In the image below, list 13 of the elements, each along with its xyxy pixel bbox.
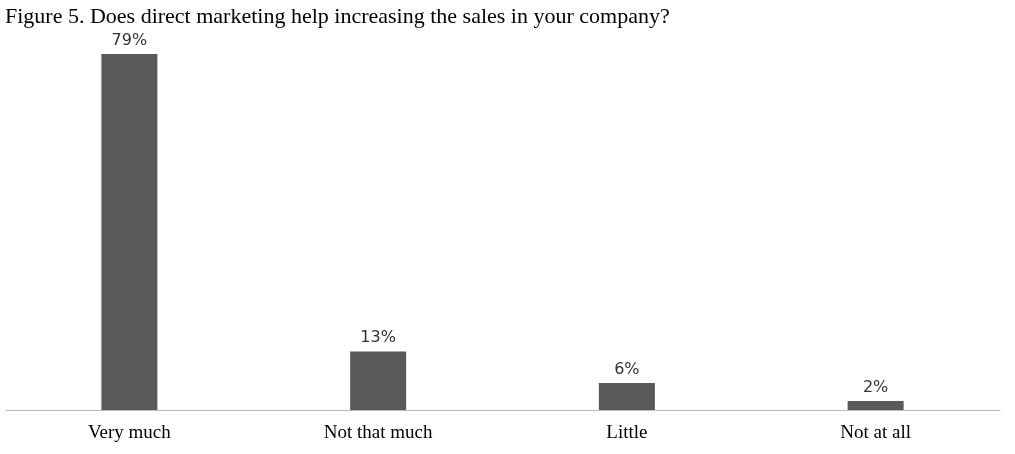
chart-title: Figure 5. Does direct marketing help increasing the sales in your company? (5, 3, 670, 28)
x-tick-label: Not that much (323, 420, 433, 442)
x-tick-label: Little (606, 420, 648, 442)
data-label: 2% (862, 376, 889, 396)
data-label: 13% (360, 327, 396, 347)
bar (350, 351, 407, 410)
x-tick-label: Very much (87, 420, 172, 442)
x-tick-label: Not at all (840, 420, 911, 442)
bar (101, 54, 158, 410)
data-label: 79% (111, 30, 148, 49)
bar (847, 400, 904, 410)
bar (598, 382, 655, 410)
data-label: 6% (614, 358, 640, 378)
